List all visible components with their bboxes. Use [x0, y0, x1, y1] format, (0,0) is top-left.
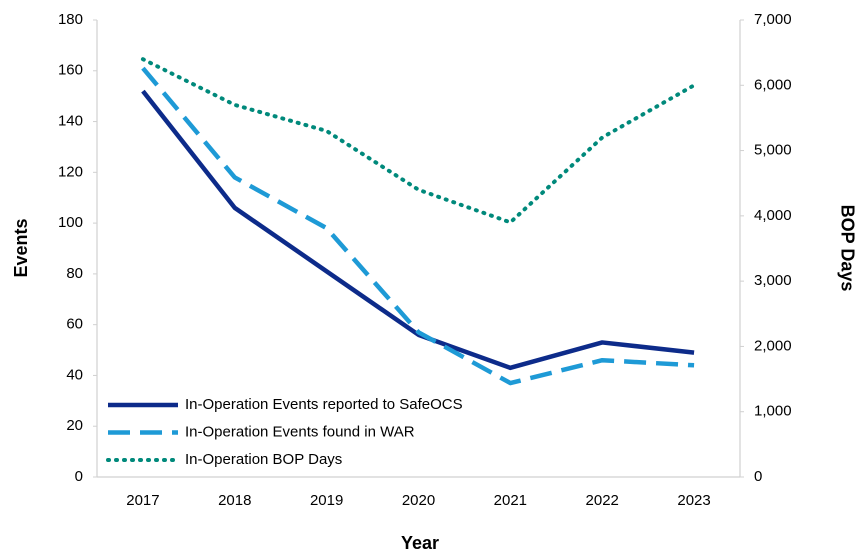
x-tick-label: 2021: [494, 492, 527, 509]
series-line: [140, 57, 697, 225]
legend-label: In-Operation BOP Days: [185, 451, 342, 468]
series-line: [141, 66, 695, 386]
x-tick-label: 2019: [310, 492, 343, 509]
x-tick-label: 2020: [402, 492, 435, 509]
y-tick-label: 100: [58, 214, 83, 231]
y-tick-label: 160: [58, 62, 83, 79]
y-tick-label: 40: [66, 366, 83, 383]
y-tick-label: 60: [66, 316, 83, 333]
y2-axis-title: BOP Days: [837, 205, 857, 292]
legend-label: In-Operation Events found in WAR: [185, 423, 415, 440]
y2-tick-label: 5,000: [754, 142, 792, 159]
y-tick-label: 120: [58, 163, 83, 180]
x-tick-label: 2023: [677, 492, 710, 509]
y2-tick-label: 2,000: [754, 337, 792, 354]
x-tick-label: 2018: [218, 492, 251, 509]
y2-tick-label: 6,000: [754, 76, 792, 93]
y-tick-label: 140: [58, 113, 83, 130]
series-line: [141, 89, 695, 371]
x-tick-label: 2022: [586, 492, 619, 509]
legend-label: In-Operation Events reported to SafeOCS: [185, 396, 463, 413]
x-tick-label: 2017: [126, 492, 159, 509]
y2-tick-label: 0: [754, 468, 762, 485]
y-axis-title: Events: [11, 218, 31, 277]
y-tick-label: 0: [75, 468, 83, 485]
y2-tick-label: 1,000: [754, 403, 792, 420]
y2-tick-label: 4,000: [754, 207, 792, 224]
y-tick-label: 80: [66, 265, 83, 282]
y2-tick-label: 3,000: [754, 272, 792, 289]
x-axis-title: Year: [401, 533, 439, 553]
y-tick-label: 180: [58, 11, 83, 28]
y-tick-label: 20: [66, 417, 83, 434]
y2-tick-label: 7,000: [754, 11, 792, 28]
